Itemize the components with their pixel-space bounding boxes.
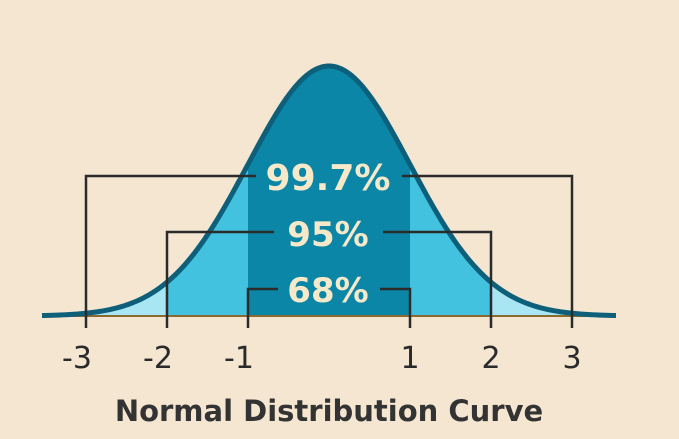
diagram-title: Normal Distribution Curve bbox=[115, 394, 543, 428]
tick-label-neg3: -3 bbox=[62, 341, 92, 376]
tick-label-2: 2 bbox=[481, 341, 500, 376]
tick-label-neg1: -1 bbox=[224, 341, 254, 376]
tick-label-neg2: -2 bbox=[143, 341, 173, 376]
label-99-7-percent: 99.7% bbox=[266, 158, 391, 199]
tick-label-3: 3 bbox=[562, 341, 581, 376]
label-95-percent: 95% bbox=[287, 215, 368, 255]
bracket-2sd bbox=[165, 230, 493, 328]
label-68-percent: 68% bbox=[287, 271, 368, 311]
bracket-1sd bbox=[246, 287, 412, 328]
bracket-3sd bbox=[84, 174, 574, 328]
curve-outline bbox=[41, 63, 617, 319]
tick-label-1: 1 bbox=[400, 341, 419, 376]
